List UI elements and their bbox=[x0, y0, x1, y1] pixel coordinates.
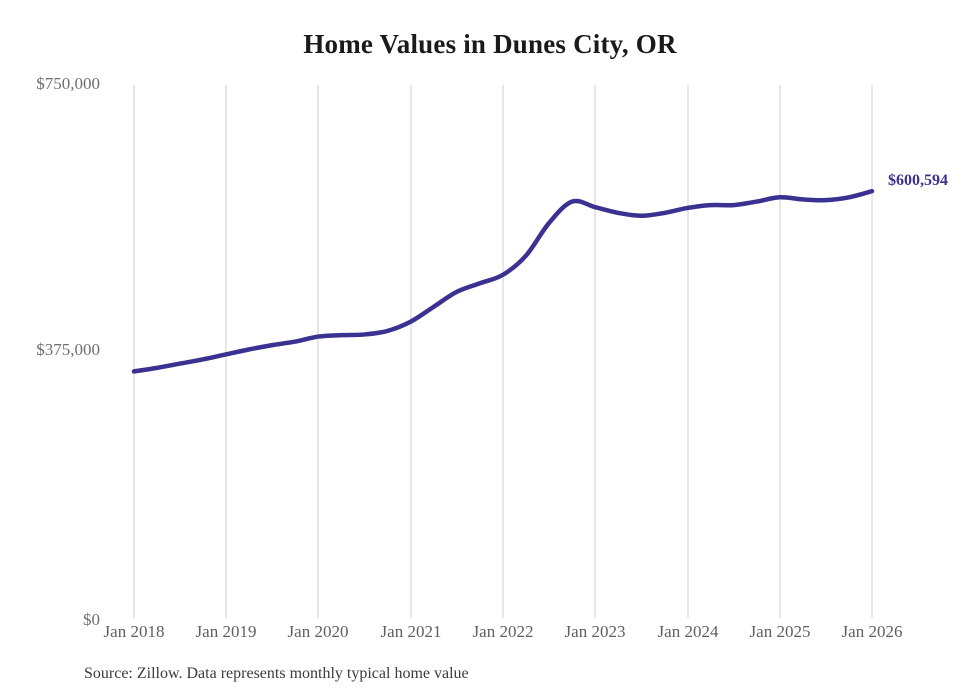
end-value-label: $600,594 bbox=[888, 172, 948, 189]
chart-title: Home Values in Dunes City, OR bbox=[303, 29, 677, 59]
y-tick-375000: $375,000 bbox=[36, 340, 100, 359]
x-tick-jan-2024: Jan 2024 bbox=[657, 622, 719, 641]
x-tick-jan-2025: Jan 2025 bbox=[749, 622, 811, 641]
y-tick-0: $0 bbox=[83, 610, 100, 629]
x-tick-jan-2019: Jan 2019 bbox=[195, 622, 257, 641]
x-tick-jan-2026: Jan 2026 bbox=[841, 622, 903, 641]
value-line bbox=[131, 188, 875, 374]
x-tick-jan-2021: Jan 2021 bbox=[380, 622, 442, 641]
x-tick-jan-2020: Jan 2020 bbox=[287, 622, 349, 641]
y-tick-750000: $750,000 bbox=[36, 74, 100, 93]
source-note: Source: Zillow. Data represents monthly … bbox=[84, 665, 469, 682]
x-tick-jan-2022: Jan 2022 bbox=[472, 622, 534, 641]
x-tick-jan-2023: Jan 2023 bbox=[564, 622, 626, 641]
x-tick-jan-2018: Jan 2018 bbox=[103, 622, 165, 641]
gridlines bbox=[133, 85, 873, 618]
